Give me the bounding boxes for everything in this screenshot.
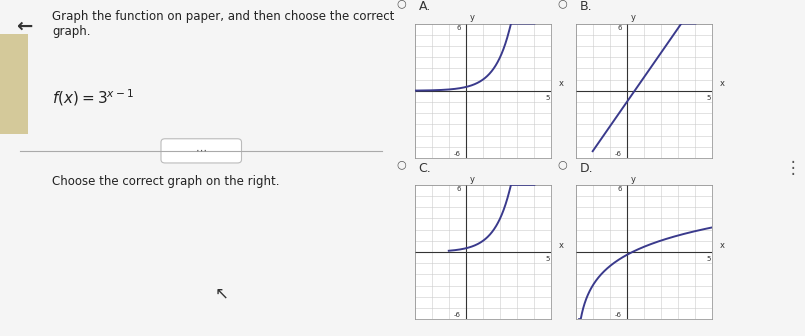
Text: 5: 5 [545,95,550,101]
Text: y: y [630,13,635,23]
Text: Graph the function on paper, and then choose the correct
graph.: Graph the function on paper, and then ch… [52,10,394,38]
Text: ○: ○ [397,0,407,8]
Text: ⋯: ⋯ [196,146,207,156]
Text: ↖: ↖ [214,284,229,302]
Text: 6: 6 [456,25,460,31]
Text: 6: 6 [456,186,460,192]
Text: -6: -6 [454,151,460,157]
Text: ←: ← [16,17,32,36]
FancyBboxPatch shape [161,139,242,163]
Text: A.: A. [419,0,431,13]
Text: y: y [469,175,474,184]
Text: -6: -6 [454,312,460,318]
FancyBboxPatch shape [0,34,28,134]
Text: D.: D. [580,162,593,175]
Text: 5: 5 [706,256,711,262]
Text: ○: ○ [558,160,568,170]
Text: -6: -6 [615,151,621,157]
Text: ○: ○ [397,160,407,170]
Text: $f(x) = 3^{x-1}$: $f(x) = 3^{x-1}$ [52,87,134,108]
Text: ⋮: ⋮ [785,159,801,177]
Text: 5: 5 [706,95,711,101]
Text: 6: 6 [617,186,621,192]
Text: x: x [559,241,564,250]
Text: x: x [720,80,724,88]
Text: x: x [559,80,564,88]
Text: x: x [720,241,724,250]
Text: y: y [469,13,474,23]
Text: -6: -6 [615,312,621,318]
Text: C.: C. [419,162,431,175]
Text: B.: B. [580,0,592,13]
Text: 5: 5 [545,256,550,262]
Text: y: y [630,175,635,184]
Text: Choose the correct graph on the right.: Choose the correct graph on the right. [52,175,280,188]
Text: 6: 6 [617,25,621,31]
Text: ○: ○ [558,0,568,8]
